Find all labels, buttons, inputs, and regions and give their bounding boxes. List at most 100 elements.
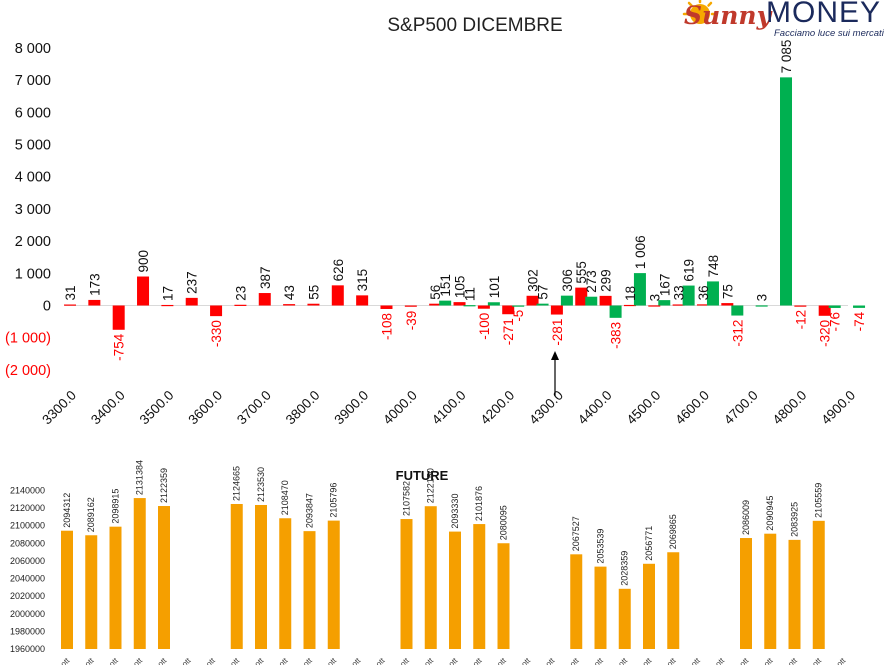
future-x-tick-label: ott xyxy=(132,656,145,665)
data-label: 626 xyxy=(331,259,346,282)
future-bar xyxy=(497,543,510,649)
future-x-tick-label: ott xyxy=(738,656,751,665)
y-tick-label: (1 000) xyxy=(5,331,51,347)
future-x-tick-label: ott xyxy=(495,656,508,665)
future-x-tick-label: ott xyxy=(156,656,169,665)
future-value-labels: 2094312 2089162 2098915 2131384 2122359 21246… xyxy=(62,460,824,586)
future-data-label: 2094312 xyxy=(62,493,72,528)
future-x-tick-label: ott xyxy=(301,656,314,665)
future-data-label: 2053539 xyxy=(596,529,606,564)
bar xyxy=(331,285,344,306)
bar xyxy=(853,305,866,308)
data-label: -76 xyxy=(828,312,843,332)
bar xyxy=(356,295,369,306)
bar xyxy=(828,305,841,308)
bar xyxy=(210,305,223,317)
data-label: 57 xyxy=(536,285,551,300)
bar xyxy=(502,305,515,315)
data-label: -330 xyxy=(209,320,224,347)
future-bar xyxy=(424,506,437,649)
bar xyxy=(88,299,101,306)
future-x-tick-label: ott xyxy=(714,656,727,665)
bar xyxy=(112,305,125,330)
bar xyxy=(258,293,271,306)
bar xyxy=(487,302,500,306)
future-x-tick-label: ott xyxy=(617,656,630,665)
bar xyxy=(818,305,831,316)
future-y-tick-label: 2120000 xyxy=(10,503,45,513)
future-x-tick-label: ott xyxy=(641,656,654,665)
y-tick-label: 8 000 xyxy=(15,41,51,57)
data-label: 56 xyxy=(428,285,443,300)
future-bar xyxy=(400,519,413,649)
bar xyxy=(185,297,198,306)
bar xyxy=(575,287,588,306)
y-tick-label: 4 000 xyxy=(15,170,51,186)
future-x-axis: ott ott ott ott ott ott ott ott ott ott ott ott ott o… xyxy=(59,656,848,665)
future-data-label: 2105559 xyxy=(814,483,824,518)
chart-title: S&P500 DICEMBRE xyxy=(387,15,562,36)
bar xyxy=(429,303,442,306)
data-label: 299 xyxy=(599,269,614,292)
data-label: -271 xyxy=(501,318,516,345)
data-label: -281 xyxy=(550,319,565,346)
data-label: 237 xyxy=(185,271,200,294)
future-x-tick-label: ott xyxy=(180,656,193,665)
data-label: 17 xyxy=(160,286,175,301)
data-label: 75 xyxy=(720,284,735,299)
value-labels: 31 173 -754 900 17 237 -330 23 387 43 55 626 315 -108… xyxy=(63,40,867,361)
bar xyxy=(536,303,549,306)
future-x-tick-label: ott xyxy=(762,656,775,665)
future-data-label: 2089162 xyxy=(86,497,96,532)
data-label: 55 xyxy=(306,285,321,300)
future-y-tick-label: 1960000 xyxy=(10,644,45,654)
future-x-tick-label: ott xyxy=(568,656,581,665)
future-bar xyxy=(158,506,170,649)
future-x-tick-label: ott xyxy=(835,656,848,665)
future-x-tick-label: ott xyxy=(811,656,824,665)
data-label: 306 xyxy=(560,269,575,292)
bar xyxy=(137,276,150,306)
future-bar xyxy=(764,533,777,649)
future-data-label: 2105796 xyxy=(329,483,339,518)
data-label: -5 xyxy=(511,310,526,322)
bar xyxy=(623,304,636,307)
data-label: 900 xyxy=(136,250,151,273)
bar xyxy=(755,305,768,307)
future-x-tick-label: ott xyxy=(326,656,339,665)
future-data-label: 2069865 xyxy=(668,514,678,549)
y-tick-label: 2 000 xyxy=(15,234,51,250)
data-label: 315 xyxy=(355,269,370,292)
bar xyxy=(161,304,174,307)
bar xyxy=(794,305,807,307)
future-bar xyxy=(570,554,583,649)
future-y-tick-label: 2040000 xyxy=(10,574,45,584)
future-bar xyxy=(594,566,607,649)
bar xyxy=(512,305,525,307)
future-x-tick-label: ott xyxy=(253,656,266,665)
y-tick-label: 1 000 xyxy=(15,266,51,282)
sun-icon xyxy=(682,0,718,24)
future-data-label: 2093847 xyxy=(305,493,315,528)
future-bar xyxy=(740,538,752,649)
future-bar xyxy=(61,530,73,649)
data-label: -754 xyxy=(112,333,127,361)
future-bar xyxy=(327,520,340,649)
bar xyxy=(706,281,719,306)
bar xyxy=(307,303,320,306)
future-x-tick-label: ott xyxy=(665,656,678,665)
data-label: 151 xyxy=(438,274,453,297)
future-y-tick-label: 2000000 xyxy=(10,609,45,619)
future-data-label: 2028359 xyxy=(620,551,630,586)
future-data-label: 2124665 xyxy=(232,466,242,501)
y-tick-label: 6 000 xyxy=(15,105,51,121)
bar xyxy=(477,305,490,309)
bar xyxy=(682,285,695,306)
future-data-label: 2056771 xyxy=(644,526,654,561)
future-bar xyxy=(303,531,316,649)
data-label: 619 xyxy=(682,259,697,282)
y-axis: 8 000 7 000 6 000 5 000 4 000 3 000 2 000 1 000… xyxy=(5,41,848,379)
future-x-tick-label: ott xyxy=(277,656,290,665)
